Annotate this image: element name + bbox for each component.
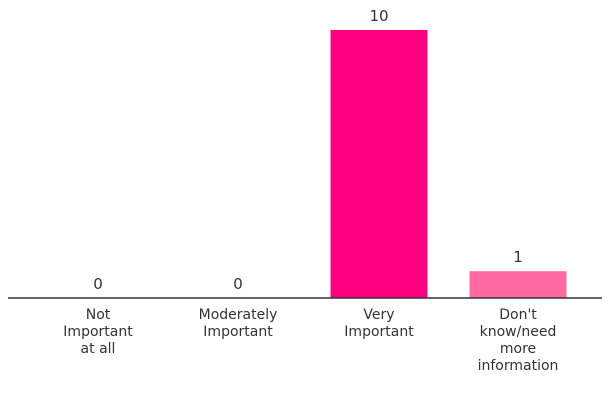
x-tick-label-line: Important [344,324,414,340]
x-tick-label-line: know/need [480,324,557,340]
x-tick-label-line: Important [63,324,133,340]
x-tick-label-1: Moderately Important [199,307,278,340]
bar-3 [469,271,567,298]
x-tick-label-line: more [500,341,536,357]
bars-layer [330,30,567,298]
x-tick-label-line: at all [81,341,116,357]
x-tick-label-2: Very Important [344,307,414,340]
x-tick-label-line: information [478,358,559,374]
x-tick-label-3: Don't know/need more information [478,307,559,374]
x-tick-label-line: Very [363,307,394,323]
x-tick-label-line: Important [203,324,273,340]
bar-2 [330,30,428,298]
x-tick-label-line: Don't [499,307,537,323]
value-label-3: 1 [513,248,523,266]
x-tick-label-line: Not [86,307,111,323]
x-tick-label-line: Moderately [199,307,278,323]
value-label-1: 0 [233,275,243,293]
value-label-2: 10 [369,7,388,25]
value-labels-layer: 0 0 10 1 [93,7,523,293]
value-label-0: 0 [93,275,103,293]
x-tick-label-0: Not Important at all [63,307,133,357]
